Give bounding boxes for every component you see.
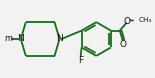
- Text: CH₃: CH₃: [139, 17, 152, 23]
- Text: N: N: [56, 34, 63, 44]
- Text: O: O: [124, 17, 131, 26]
- Text: F: F: [78, 56, 83, 65]
- Text: m: m: [4, 34, 12, 44]
- Text: N: N: [18, 34, 24, 44]
- Text: O: O: [119, 40, 126, 49]
